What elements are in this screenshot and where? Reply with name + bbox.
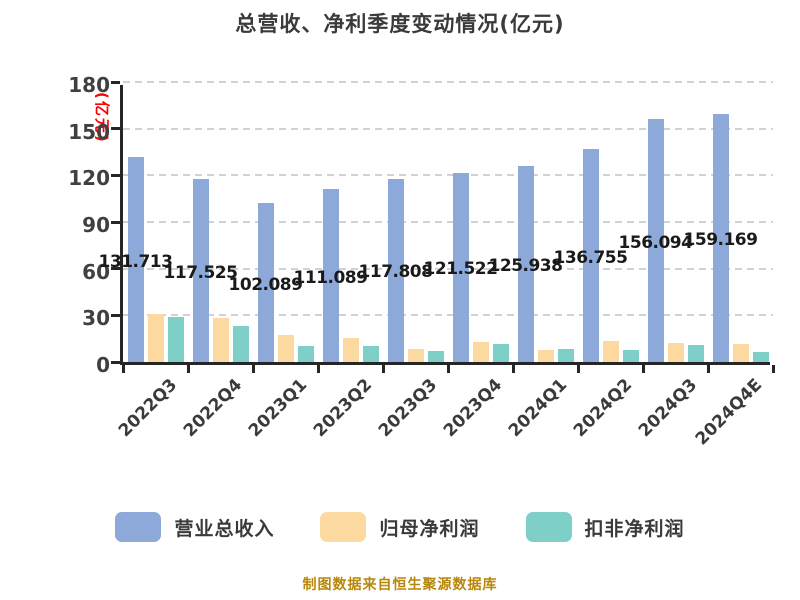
- gridline: [123, 314, 773, 317]
- non-gaap-bar: [362, 346, 379, 362]
- gridline: [123, 267, 773, 270]
- x-axis-tick: [706, 365, 710, 373]
- net-profit-bar: [407, 348, 424, 362]
- revenue-bar: [582, 149, 599, 362]
- revenue-bar: [712, 114, 729, 362]
- x-axis-tick: [771, 365, 775, 373]
- x-axis-tick: [121, 365, 125, 373]
- y-tick-label: 120: [68, 166, 110, 191]
- non-gaap-bar: [232, 326, 249, 362]
- y-tick-label: 0: [96, 353, 110, 377]
- gridline: [123, 174, 773, 177]
- y-axis-tick: [111, 313, 120, 317]
- revenue-bar: [647, 119, 664, 362]
- y-axis-tick: [111, 173, 120, 177]
- legend-item-net-profit: 归母净利润: [320, 512, 479, 542]
- revenue-bar: [192, 179, 209, 362]
- net-profit-legend-label: 归母净利润: [379, 517, 480, 540]
- revenue-legend-label: 营业总收入: [174, 517, 275, 540]
- y-axis-tick: [111, 220, 120, 224]
- x-axis-tick: [316, 365, 320, 373]
- non-gaap-legend-swatch: [525, 512, 572, 542]
- net-profit-bar: [602, 341, 619, 362]
- chart-title: 总营收、净利季度变动情况(亿元): [235, 12, 565, 36]
- revenue-bar: [257, 203, 274, 362]
- revenue-bar: [127, 157, 144, 362]
- y-tick-label: 90: [82, 213, 110, 237]
- x-axis-tick: [381, 365, 385, 373]
- non-gaap-bar: [297, 345, 314, 362]
- net-profit-bar: [667, 343, 684, 362]
- non-gaap-bar: [687, 344, 704, 362]
- non-gaap-bar: [557, 349, 574, 362]
- x-axis-tick: [511, 365, 515, 373]
- net-profit-legend-swatch: [320, 512, 367, 542]
- value-label: 125.938: [488, 256, 563, 277]
- value-label: 121.522: [423, 259, 498, 280]
- legend: 营业总收入 归母净利润 扣非净利润: [0, 512, 800, 542]
- y-axis-tick: [111, 127, 120, 131]
- revenue-bar: [387, 178, 404, 362]
- y-axis-tick: [111, 360, 120, 364]
- net-profit-bar: [277, 335, 294, 362]
- value-label: 102.089: [228, 274, 303, 295]
- non-gaap-legend-label: 扣非净利润: [584, 517, 685, 540]
- net-profit-bar: [537, 350, 554, 362]
- revenue-bar: [322, 189, 339, 362]
- net-profit-bar: [147, 313, 164, 362]
- non-gaap-bar: [167, 317, 184, 362]
- non-gaap-bar: [427, 351, 444, 362]
- value-label: 117.808: [358, 262, 433, 283]
- legend-item-non-gaap: 扣非净利润: [525, 512, 685, 542]
- revenue-bar: [517, 166, 534, 362]
- y-tick-label: 60: [82, 259, 110, 284]
- net-profit-bar: [732, 343, 749, 362]
- net-profit-bar: [212, 318, 229, 362]
- value-label: 111.089: [293, 267, 368, 288]
- source-note: 制图数据来自恒生聚源数据库: [302, 577, 498, 593]
- revenue-legend-swatch: [115, 512, 162, 542]
- net-profit-bar: [342, 338, 359, 362]
- value-label: 159.169: [683, 230, 758, 251]
- revenue-bar: [452, 172, 469, 362]
- net-profit-bar: [472, 341, 489, 362]
- y-axis-tick: [111, 80, 120, 84]
- x-axis-tick: [641, 365, 645, 373]
- gridline: [123, 127, 773, 130]
- x-axis-tick: [186, 365, 190, 373]
- y-tick-label: 30: [82, 306, 110, 331]
- y-axis-tick: [111, 267, 120, 271]
- x-axis-tick: [446, 365, 450, 373]
- non-gaap-bar: [752, 352, 769, 362]
- gridline: [123, 81, 773, 83]
- plot-area: 131.713 117.525 102.089 111.089 117.808 121.5…: [99, 80, 775, 373]
- x-axis-tick: [251, 365, 255, 373]
- y-axis-title: (亿元): [93, 92, 111, 144]
- value-label: 131.713: [98, 251, 173, 272]
- value-label: 117.525: [163, 262, 238, 283]
- value-label: 156.094: [618, 232, 693, 253]
- gridline: [123, 221, 773, 223]
- legend-item-revenue: 营业总收入: [115, 512, 274, 542]
- value-label: 136.755: [553, 247, 628, 268]
- non-gaap-bar: [622, 349, 639, 362]
- y-tick-label: 150: [68, 119, 110, 144]
- y-tick-label: 180: [68, 73, 110, 97]
- non-gaap-bar: [492, 343, 509, 362]
- x-axis-tick: [576, 365, 580, 373]
